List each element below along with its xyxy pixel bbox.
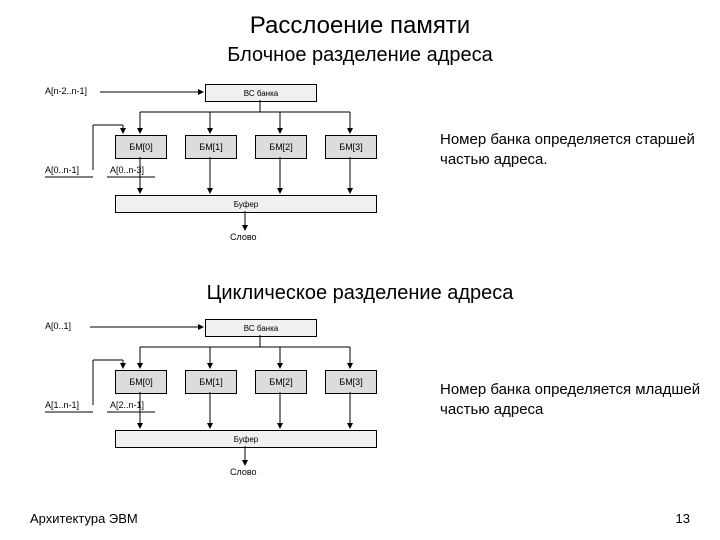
subtitle-mid: Циклическое разделение адреса <box>0 282 720 305</box>
diagram-cyclic-partition: A[0..1] ВС банка БМ[0] БМ[1] БМ[2] БМ[3]… <box>45 315 405 490</box>
diagram-1-lines <box>45 80 405 255</box>
caption-top: Номер банка определяется старшей частью … <box>440 130 710 169</box>
slide-root: { "title": "Расслоение памяти", "subtitl… <box>0 0 720 540</box>
caption-bottom: Номер банка определяется младшей частью … <box>440 380 710 419</box>
diagram-block-partition: A[n-2..n-1] ВС банка БМ[0] БМ[1] БМ[2] Б… <box>45 80 405 255</box>
diagram-2-lines <box>45 315 405 490</box>
slide-title: Расслоение памяти <box>0 12 720 40</box>
footer-page-number: 13 <box>676 511 690 526</box>
subtitle-top: Блочное разделение адреса <box>0 44 720 67</box>
footer-left: Архитектура ЭВМ <box>30 511 138 526</box>
